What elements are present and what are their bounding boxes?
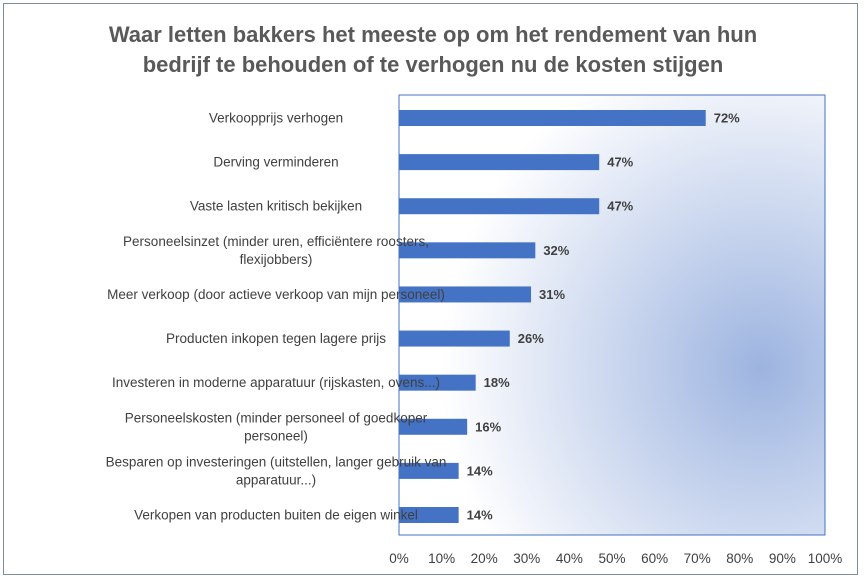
data-label: 16% <box>475 419 501 434</box>
bar <box>399 198 600 215</box>
bar <box>399 286 532 303</box>
data-label: 47% <box>607 155 633 170</box>
bar <box>399 242 536 259</box>
category-label: Verkopen van producten buiten de eigen w… <box>134 508 418 523</box>
category-labels: Verkoopprijs verhogen Derving verminderen… <box>106 111 447 523</box>
category-label: Meer verkoop (door actieve verkoop van m… <box>107 287 445 302</box>
data-label: 18% <box>484 375 510 390</box>
chart-title-line: bedrijf te behouden of te verhogen nu de… <box>143 52 724 77</box>
bar <box>399 374 476 391</box>
x-tick-label: 90% <box>769 551 796 566</box>
data-label: 47% <box>607 199 633 214</box>
chart-title-line: Waar letten bakkers het meeste op om het… <box>109 22 757 47</box>
category-label: personeel) <box>244 428 308 443</box>
bar <box>399 154 600 171</box>
category-label: Vaste lasten kritisch bekijken <box>190 199 362 214</box>
x-tick-label: 0% <box>389 551 409 566</box>
category-label: Derving verminderen <box>213 155 338 170</box>
data-label: 32% <box>543 243 569 258</box>
category-label: Besparen op investeringen (uitstellen, l… <box>106 454 447 469</box>
category-label: Personeelsinzet (minder uren, efficiënte… <box>123 234 429 249</box>
x-tick-label: 70% <box>684 551 711 566</box>
bar <box>399 330 510 347</box>
chart-frame: Waar letten bakkers het meeste op om het… <box>3 3 858 575</box>
bar <box>399 418 468 435</box>
x-tick-label: 60% <box>641 551 668 566</box>
data-label: 14% <box>467 463 493 478</box>
data-labels: 72% 47% 47% 32% 31% 26% 18% 16% 14% 14% <box>467 111 741 523</box>
category-label: flexijobbers) <box>240 252 313 267</box>
x-tick-label: 50% <box>598 551 625 566</box>
x-tick-label: 80% <box>726 551 753 566</box>
chart-title: Waar letten bakkers het meeste op om het… <box>109 22 757 77</box>
category-label: Investeren in moderne apparatuur (rijska… <box>112 375 440 390</box>
x-tick-label: 30% <box>513 551 540 566</box>
x-tick-label: 40% <box>556 551 583 566</box>
data-label: 14% <box>467 508 493 523</box>
bar <box>399 462 459 479</box>
category-label: Producten inkopen tegen lagere prijs <box>166 331 386 346</box>
category-label: Verkoopprijs verhogen <box>209 111 343 126</box>
bar <box>399 507 459 523</box>
data-label: 31% <box>539 287 565 302</box>
bar-chart: Waar letten bakkers het meeste op om het… <box>106 22 843 566</box>
bars <box>399 110 706 523</box>
x-axis-tick-labels: 0% 10% 20% 30% 40% 50% 60% 70% 80% 90% 100% <box>389 551 842 566</box>
bar <box>399 110 706 126</box>
x-tick-label: 100% <box>808 551 843 566</box>
x-tick-label: 20% <box>471 551 498 566</box>
data-label: 72% <box>714 111 740 126</box>
data-label: 26% <box>518 331 544 346</box>
category-label: Personeelskosten (minder personeel of go… <box>125 410 428 425</box>
x-tick-label: 10% <box>428 551 455 566</box>
category-label: apparatuur...) <box>236 472 316 487</box>
